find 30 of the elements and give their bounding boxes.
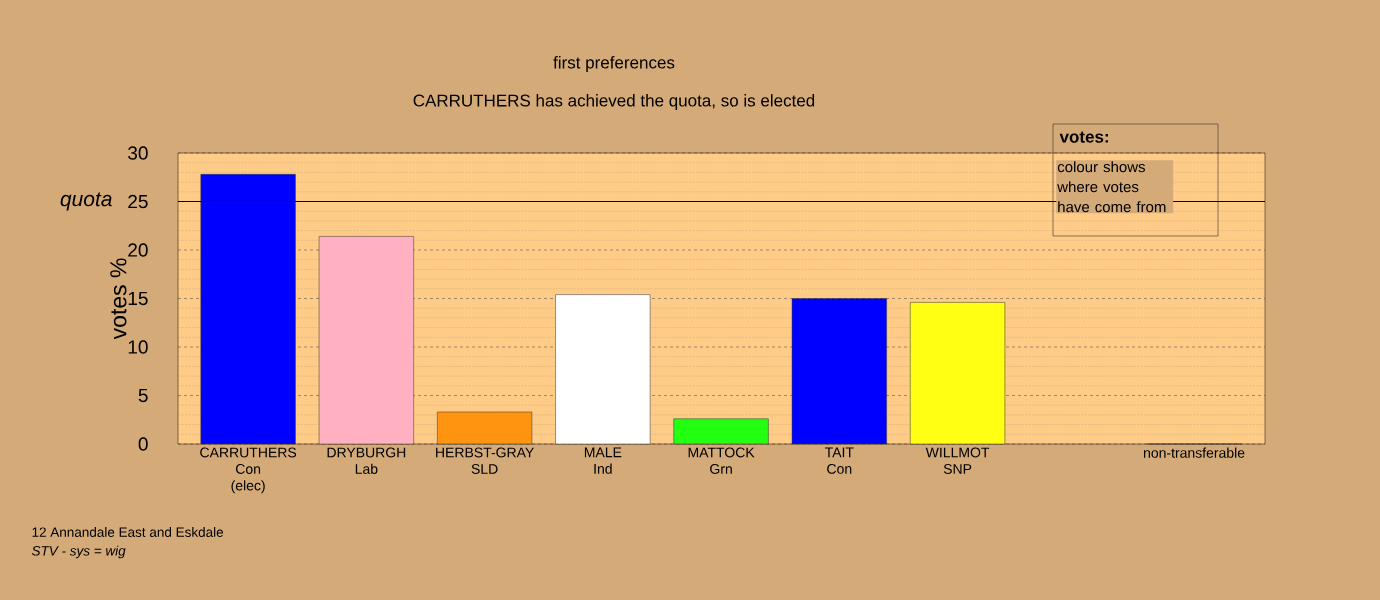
bar (318, 236, 414, 445)
y-tick-label: 15 (128, 291, 148, 306)
bar (555, 294, 651, 445)
y-tick-label: 25 (128, 194, 148, 209)
text: STV - sys = wig (31, 545, 126, 559)
text: votes: (1059, 131, 1108, 143)
x-tick-label: CARRUTHERS Con (elec) (200, 447, 297, 494)
bar (791, 298, 887, 445)
bar (437, 411, 533, 445)
annotation: colour shows where votes have come from (1057, 161, 1166, 213)
x-tick-label: MATTOCK Grn (688, 447, 755, 474)
x-tick-label: MALE Ind (584, 447, 622, 474)
y-tick-label: 10 (128, 340, 148, 354)
y-tick-label: 0 (138, 437, 148, 451)
text: 12 Annandale East and Eskdale (32, 527, 224, 537)
bar (673, 418, 769, 445)
x-tick-label: non-transferable (1144, 447, 1245, 458)
x-tick-label: DRYBURGH Lab (327, 447, 406, 474)
chart-subtitle: CARRUTHERS has achieved the quota, so is elected (413, 94, 815, 110)
x-tick-label: HERBST-GRAY SLD (436, 447, 534, 474)
x-tick-label: TAIT Con (825, 447, 854, 474)
y-tick-label: 5 (138, 388, 148, 403)
y-axis-title: votes % (110, 258, 127, 340)
y-tick-label: 30 (128, 146, 148, 160)
y-tick-label: 20 (128, 243, 148, 257)
bar (200, 174, 296, 445)
chart-title: first preferences (553, 56, 675, 72)
bar (910, 302, 1006, 445)
x-tick-label: WILLMOT SNP (925, 447, 990, 474)
ref-line-label: quota (60, 192, 112, 211)
